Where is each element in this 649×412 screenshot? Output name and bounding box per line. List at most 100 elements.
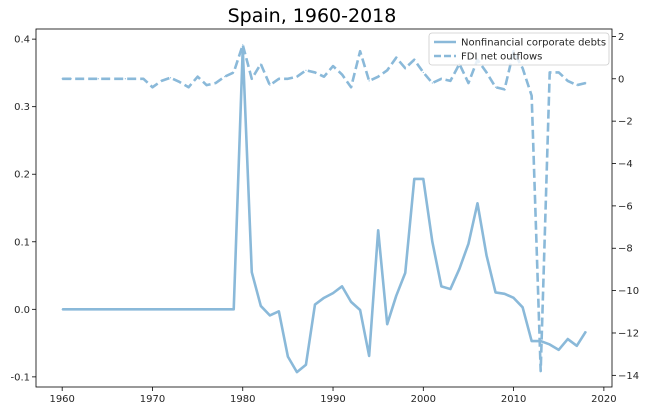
data-point — [332, 292, 334, 294]
data-point — [485, 254, 488, 256]
data-point — [522, 67, 524, 69]
y-left-tick-label: 0.3 — [14, 102, 30, 113]
data-point — [115, 78, 117, 80]
data-point — [314, 71, 316, 74]
data-point — [215, 308, 217, 310]
data-point — [476, 202, 479, 204]
data-point — [142, 308, 145, 310]
data-point — [269, 84, 271, 86]
x-tick-label: 2020 — [591, 394, 616, 405]
y-left-tick-label: 0.4 — [14, 35, 30, 46]
data-point — [269, 314, 271, 316]
data-point — [422, 71, 424, 74]
data-point — [79, 308, 81, 310]
data-point — [540, 370, 542, 372]
legend-box — [428, 32, 610, 66]
data-point — [422, 178, 424, 180]
data-point — [576, 345, 578, 347]
data-point — [97, 78, 99, 80]
data-point — [260, 63, 262, 65]
data-point — [413, 59, 415, 61]
data-point — [124, 78, 126, 80]
data-point — [133, 78, 136, 80]
data-point — [242, 44, 244, 46]
data-point — [404, 272, 406, 274]
data-point — [160, 80, 163, 82]
data-point — [70, 308, 72, 310]
plot-frame — [35, 28, 613, 388]
data-point — [251, 78, 253, 80]
data-point — [567, 80, 569, 82]
y-right-tick-label: −8 — [618, 244, 633, 255]
y-right-tick-label: −14 — [618, 371, 639, 382]
data-point — [350, 86, 352, 88]
y-right-tick-label: −10 — [618, 286, 639, 297]
data-point — [287, 78, 289, 80]
data-point — [296, 76, 298, 78]
data-point — [260, 305, 262, 307]
y-right-tick-label: −6 — [618, 201, 633, 212]
y-right-tick-label: −12 — [618, 328, 639, 339]
legend-label: FDI net outflows — [461, 52, 542, 63]
data-point — [187, 86, 190, 88]
data-point — [206, 84, 208, 86]
data-point — [88, 78, 90, 80]
data-point — [467, 82, 470, 84]
data-point — [124, 308, 126, 310]
data-point — [458, 268, 461, 270]
data-point — [449, 288, 451, 290]
data-point — [323, 76, 325, 78]
y-right-tick-label: −2 — [618, 117, 633, 128]
data-point — [359, 309, 361, 311]
data-point — [440, 78, 442, 80]
data-point — [169, 77, 172, 79]
y-left-tick-label: 0.0 — [14, 305, 30, 316]
data-point — [160, 308, 163, 310]
legend: Nonfinancial corporate debts FDI net outf… — [428, 32, 610, 66]
data-point — [133, 308, 136, 310]
data-point — [431, 241, 433, 243]
data-point — [386, 323, 388, 325]
x-tick-label: 2010 — [501, 394, 526, 405]
legend-label: Nonfinancial corporate debts — [461, 38, 606, 49]
data-point — [531, 340, 533, 342]
data-point — [70, 78, 72, 80]
y-left-tick-label: 0.2 — [14, 170, 30, 181]
x-tick-label: 1960 — [49, 394, 74, 405]
x-tick-label: 1980 — [230, 394, 255, 405]
data-point — [576, 84, 578, 86]
data-point — [467, 243, 470, 245]
data-point — [377, 229, 379, 231]
data-point — [404, 67, 406, 69]
data-point — [305, 364, 307, 366]
data-point — [215, 82, 217, 84]
y-right-tick-label: −4 — [618, 159, 633, 170]
data-point — [106, 308, 108, 310]
data-point — [549, 71, 551, 74]
data-point — [287, 356, 289, 358]
data-point — [187, 308, 190, 310]
data-point — [413, 178, 415, 180]
data-point — [169, 308, 172, 310]
data-point — [332, 65, 334, 67]
data-point — [233, 308, 235, 310]
data-point — [549, 343, 551, 346]
data-point — [558, 71, 560, 74]
data-point — [206, 308, 208, 310]
data-point — [151, 308, 154, 310]
data-point — [512, 297, 515, 299]
data-point — [395, 295, 397, 297]
data-point — [585, 331, 587, 333]
data-point — [522, 306, 524, 308]
data-point — [115, 308, 117, 310]
y-right-tick-label: 2 — [618, 32, 624, 43]
data-point — [585, 82, 587, 84]
data-point — [151, 86, 154, 88]
data-point — [278, 310, 280, 312]
data-point — [503, 293, 506, 295]
data-point — [305, 69, 307, 71]
data-point — [558, 349, 560, 351]
data-point — [224, 76, 226, 78]
series-line-1 — [62, 47, 587, 374]
data-point — [79, 78, 81, 80]
